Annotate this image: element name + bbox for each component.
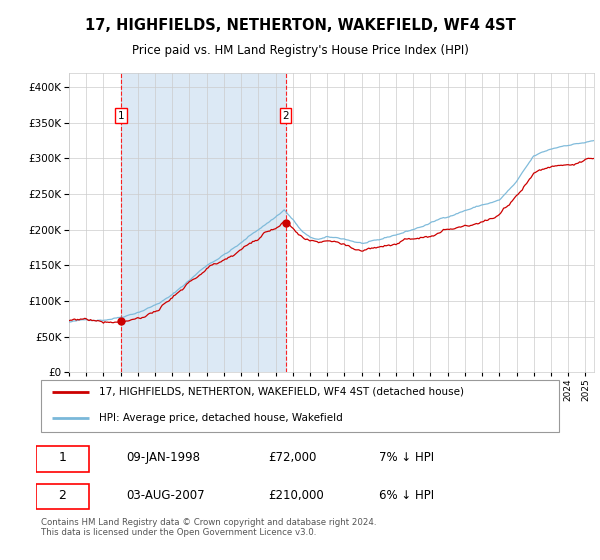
Text: £210,000: £210,000	[268, 489, 324, 502]
Text: 09-JAN-1998: 09-JAN-1998	[126, 451, 200, 464]
Text: 7% ↓ HPI: 7% ↓ HPI	[379, 451, 434, 464]
Text: HPI: Average price, detached house, Wakefield: HPI: Average price, detached house, Wake…	[100, 413, 343, 423]
FancyBboxPatch shape	[36, 484, 89, 510]
Text: 17, HIGHFIELDS, NETHERTON, WAKEFIELD, WF4 4ST (detached house): 17, HIGHFIELDS, NETHERTON, WAKEFIELD, WF…	[100, 387, 464, 397]
Text: 17, HIGHFIELDS, NETHERTON, WAKEFIELD, WF4 4ST: 17, HIGHFIELDS, NETHERTON, WAKEFIELD, WF…	[85, 18, 515, 32]
Bar	[121, 73, 286, 372]
FancyBboxPatch shape	[36, 446, 89, 472]
Text: £72,000: £72,000	[268, 451, 317, 464]
Text: 2: 2	[282, 111, 289, 120]
Text: 1: 1	[118, 111, 124, 120]
Text: Price paid vs. HM Land Registry's House Price Index (HPI): Price paid vs. HM Land Registry's House …	[131, 44, 469, 57]
Text: 6% ↓ HPI: 6% ↓ HPI	[379, 489, 434, 502]
Text: Contains HM Land Registry data © Crown copyright and database right 2024.
This d: Contains HM Land Registry data © Crown c…	[41, 518, 377, 537]
Text: 03-AUG-2007: 03-AUG-2007	[126, 489, 205, 502]
Text: 1: 1	[58, 451, 67, 464]
Text: 2: 2	[58, 489, 67, 502]
FancyBboxPatch shape	[41, 380, 559, 432]
